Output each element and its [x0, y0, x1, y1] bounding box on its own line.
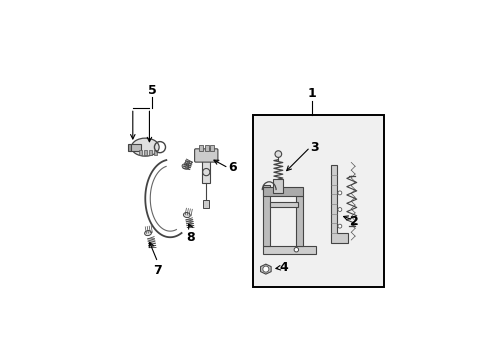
Bar: [139, 150, 142, 156]
Bar: [273, 179, 283, 193]
Ellipse shape: [131, 138, 159, 156]
Bar: [263, 187, 303, 195]
Text: 2: 2: [349, 216, 358, 229]
Bar: [263, 246, 315, 254]
Text: 5: 5: [147, 84, 156, 97]
Text: 1: 1: [306, 87, 315, 100]
Circle shape: [262, 266, 268, 272]
Bar: [204, 145, 208, 151]
Text: 6: 6: [228, 161, 236, 175]
Bar: [143, 150, 147, 156]
Circle shape: [337, 208, 341, 211]
Bar: [130, 144, 141, 151]
Ellipse shape: [144, 230, 151, 235]
Bar: [202, 159, 210, 183]
Bar: [253, 115, 383, 287]
Text: 4: 4: [279, 261, 287, 274]
Text: 7: 7: [153, 264, 162, 277]
Ellipse shape: [182, 164, 188, 169]
Bar: [263, 185, 269, 246]
Polygon shape: [330, 165, 347, 243]
Text: 3: 3: [309, 141, 318, 154]
Circle shape: [337, 191, 341, 195]
Bar: [148, 150, 152, 156]
Bar: [203, 200, 208, 208]
FancyBboxPatch shape: [194, 149, 218, 162]
Circle shape: [274, 151, 281, 157]
Bar: [296, 195, 303, 246]
Circle shape: [293, 247, 298, 252]
Bar: [210, 145, 214, 151]
Polygon shape: [260, 264, 270, 274]
Bar: [127, 144, 131, 151]
Text: 8: 8: [186, 231, 195, 244]
Bar: [199, 145, 203, 151]
Bar: [154, 150, 157, 156]
Bar: [269, 202, 297, 207]
Circle shape: [337, 224, 341, 228]
Ellipse shape: [183, 212, 190, 217]
